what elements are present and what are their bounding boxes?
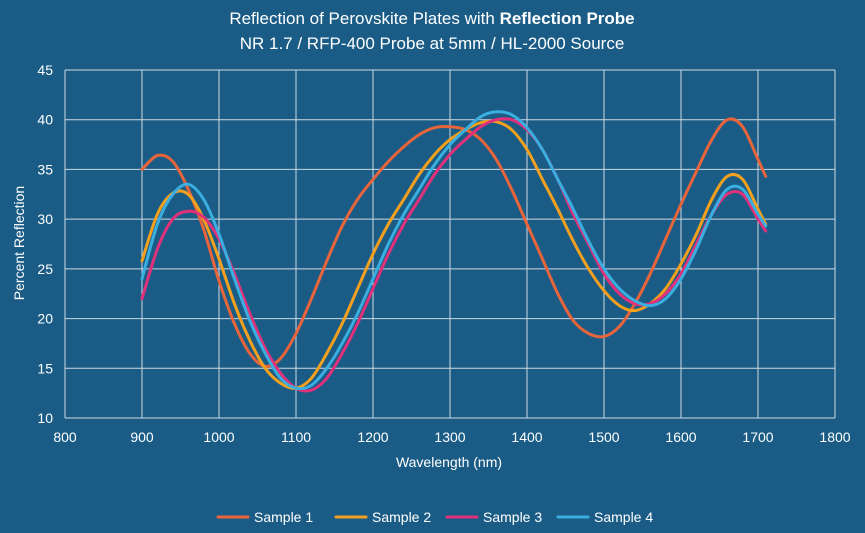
chart-title-main: Reflection of Perovskite Plates with [229, 9, 499, 28]
y-axis-label: Percent Reflection [11, 186, 27, 300]
x-tick-label: 1100 [281, 429, 311, 445]
series-line-sample-3 [140, 117, 768, 393]
x-tick-label: 900 [130, 429, 154, 445]
x-tick-label: 1800 [819, 429, 850, 445]
x-axis-label: Wavelength (nm) [396, 454, 502, 470]
legend-label-sample-2: Sample 2 [372, 509, 431, 525]
x-tick-label: 1700 [742, 429, 773, 445]
grid-layer [64, 69, 836, 419]
y-tick-label: 40 [37, 112, 53, 128]
x-tick-label: 1500 [588, 429, 619, 445]
x-tick-label: 1400 [511, 429, 542, 445]
x-tick-label: 1200 [357, 429, 388, 445]
y-tick-label: 20 [37, 311, 53, 327]
series-line-sample-2 [140, 119, 768, 390]
legend-label-sample-4: Sample 4 [594, 509, 653, 525]
x-tick-label: 1000 [203, 429, 234, 445]
chart-subtitle: NR 1.7 / RFP-400 Probe at 5mm / HL-2000 … [240, 34, 625, 53]
legend: Sample 1 Sample 2 Sample 3 Sample 4 [216, 509, 653, 525]
legend-label-sample-1: Sample 1 [254, 509, 313, 525]
y-tick-label: 15 [37, 360, 53, 376]
y-tick-label: 25 [37, 261, 53, 277]
y-tick-label: 30 [37, 211, 53, 227]
chart-title: Reflection of Perovskite Plates with Ref… [229, 9, 634, 28]
x-tick-label: 800 [53, 429, 77, 445]
y-tick-label: 10 [37, 410, 53, 426]
x-tick-label: 1600 [665, 429, 696, 445]
series-layer [140, 110, 768, 393]
y-tick-label: 35 [37, 161, 53, 177]
y-tick-label: 45 [37, 62, 53, 78]
legend-label-sample-3: Sample 3 [483, 509, 542, 525]
tick-layer: 800 900 1000 1100 1200 1300 1400 1500 1600 1700 18… [37, 62, 850, 445]
x-tick-label: 1300 [434, 429, 465, 445]
series-line-sample-1 [140, 117, 768, 368]
series-line-sample-4 [140, 110, 768, 391]
chart-title-bold: Reflection Probe [500, 9, 635, 28]
